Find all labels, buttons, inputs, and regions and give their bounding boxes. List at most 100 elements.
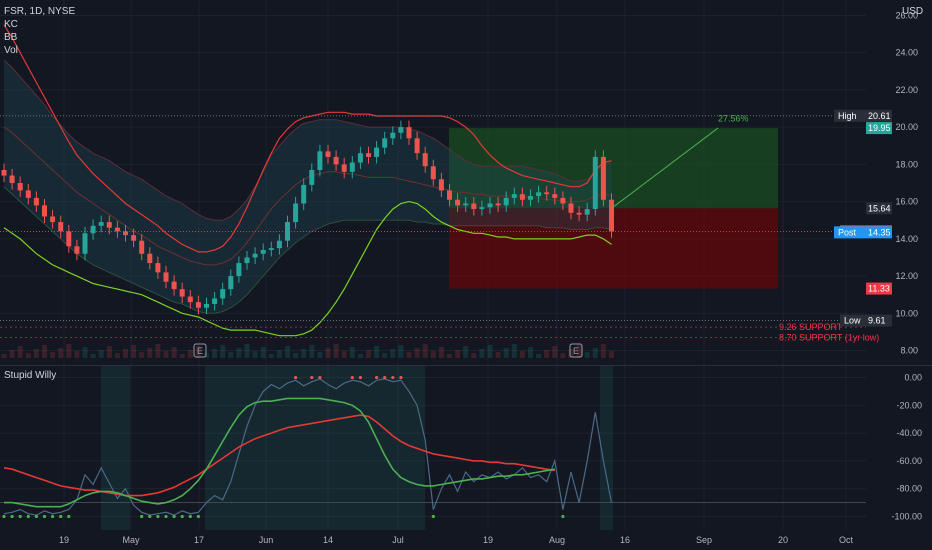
indicator-bb-label[interactable]: BB	[4, 32, 18, 43]
volume-bar	[592, 348, 598, 358]
earnings-marker-label: E	[197, 346, 203, 356]
oscillator-zone	[101, 366, 130, 530]
price-tag-value: 14.35	[868, 227, 891, 237]
volume-bar	[82, 347, 88, 358]
candles-layer	[1, 120, 614, 315]
candle-body	[33, 197, 39, 206]
oscillator-title[interactable]: Stupid Willy	[4, 370, 57, 381]
price-tag-box	[866, 122, 892, 135]
oversold-dot	[67, 514, 71, 519]
candle-body	[228, 276, 234, 290]
candle-body	[155, 263, 161, 273]
price-tag-value: 11.33	[868, 284, 890, 294]
oversold-dot	[10, 514, 14, 519]
candle-body	[106, 222, 112, 228]
earnings-marker	[569, 343, 583, 358]
candle-body	[252, 253, 258, 258]
candle-body	[398, 127, 404, 133]
oversold-dot	[2, 514, 6, 519]
candle-body	[147, 253, 153, 264]
volume-bar	[414, 348, 420, 358]
candle-body	[341, 164, 347, 172]
volume-bar	[528, 347, 533, 358]
candle-body	[9, 175, 15, 183]
volume-bar	[50, 352, 56, 358]
indicator-vol-label[interactable]: Vol	[4, 45, 18, 56]
volume-bar	[463, 346, 469, 358]
indicator-kc-label[interactable]: KC	[4, 19, 18, 30]
candle-body	[114, 227, 120, 232]
time-tick-label: 19	[59, 535, 69, 545]
oversold-dot	[561, 514, 565, 519]
volume-bar	[179, 354, 185, 358]
candle-body	[536, 192, 542, 197]
oscillator-layer	[0, 366, 866, 530]
oversold-dot	[34, 514, 39, 519]
candle-body	[74, 246, 80, 254]
candle-body	[317, 151, 323, 170]
overbought-dot	[350, 375, 354, 380]
projection-arrow	[611, 127, 719, 209]
volume-bar	[106, 346, 112, 358]
volume-bar	[285, 346, 290, 358]
candle-body	[592, 156, 598, 210]
candle-body	[268, 248, 274, 251]
candle-body	[325, 151, 331, 157]
candle-body	[349, 162, 355, 172]
candle-body	[455, 199, 461, 206]
candle-body	[406, 127, 412, 139]
price-tag-name-box	[834, 226, 866, 239]
fast-line	[4, 397, 555, 508]
oversold-dot	[431, 514, 435, 519]
price-tag-box	[866, 202, 892, 215]
volume-bar	[560, 353, 566, 358]
overbought-dot	[294, 375, 298, 380]
volume-bar	[123, 349, 128, 358]
price-tag-box	[866, 282, 892, 295]
volume-bar	[42, 345, 47, 358]
price-tag-value: 20.61	[868, 111, 891, 121]
price-tick-label: 12.00	[895, 271, 918, 281]
price-tag-name: High	[838, 111, 857, 121]
price-tag-value: 15.64	[868, 203, 891, 213]
price-tick-label: 26.00	[895, 10, 918, 20]
candle-body	[276, 240, 282, 249]
price-tag-box	[866, 314, 892, 327]
volume-bar	[17, 346, 23, 358]
time-tick-label: Aug	[549, 535, 565, 545]
volume-bar	[552, 346, 558, 358]
price-axis[interactable]: 8.00 10.00 12.00 14.00 16.00 18.00 20.00 22.00 2…	[59, 10, 922, 545]
oversold-dot	[188, 514, 192, 519]
candle-body	[139, 240, 145, 254]
candle-body	[98, 222, 104, 226]
candle-body	[544, 192, 550, 195]
price-tick-label: 10.00	[895, 308, 918, 318]
candle-body	[58, 222, 64, 232]
volume-bar	[74, 351, 80, 358]
oscillator-zone	[600, 366, 613, 530]
oversold-dot	[42, 514, 47, 519]
volume-bar	[163, 351, 169, 358]
volume-bar	[114, 353, 120, 358]
overbought-dot	[310, 375, 314, 380]
volume-bars	[1, 344, 614, 358]
candle-body	[600, 156, 606, 200]
time-tick-label: 19	[483, 535, 493, 545]
support-label: 9.26 SUPPORT	[779, 322, 843, 332]
bollinger-upper-line	[3, 24, 612, 253]
osc-tick-label: -40.00	[896, 428, 922, 438]
price-tag-box	[866, 109, 892, 122]
candle-body	[333, 156, 339, 165]
volume-bar	[98, 350, 104, 358]
price-tick-label: 18.00	[895, 159, 918, 169]
time-tick-label: Jun	[259, 535, 274, 545]
candle-body	[438, 179, 444, 191]
overbought-dot	[375, 375, 379, 380]
price-tag-name: Low	[844, 316, 861, 326]
volume-bar	[155, 344, 161, 358]
volume-bar	[390, 349, 396, 358]
volume-bar	[204, 353, 209, 358]
price-tag-box	[866, 226, 892, 239]
